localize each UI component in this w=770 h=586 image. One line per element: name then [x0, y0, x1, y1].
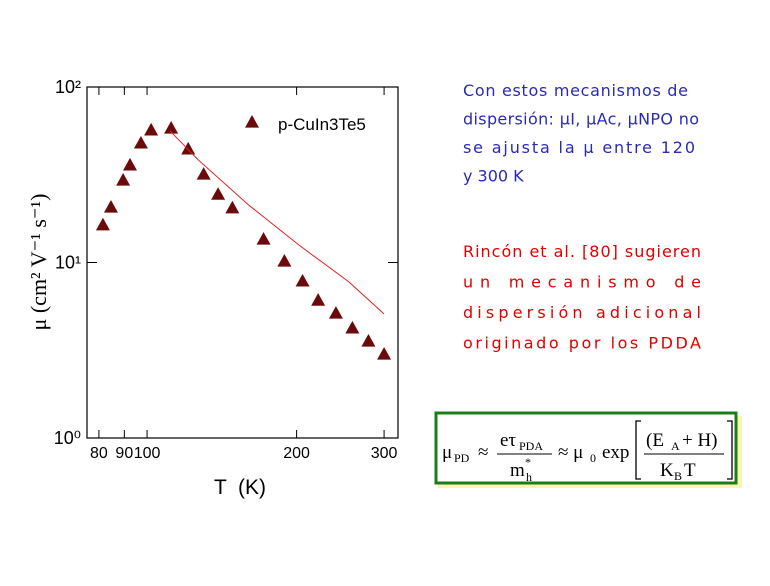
formula-text: μ [442, 442, 452, 463]
x-tick-label: 200 [283, 445, 310, 462]
data-point [95, 217, 110, 231]
formula-text: A [671, 439, 680, 453]
y-axis-label: μ (cm² V⁻¹ s⁻¹) [26, 194, 51, 331]
y-tick-label: 10² [55, 77, 81, 97]
x-tick-label: 300 [371, 445, 398, 462]
data-point [103, 200, 118, 213]
data-point [164, 120, 179, 134]
data-point [116, 173, 131, 186]
data-point [123, 157, 138, 171]
note-line: Rincón et al. [80] sugieren [463, 242, 701, 261]
x-tick-label: 90 [115, 445, 133, 462]
data-point [225, 200, 240, 214]
data-point [345, 320, 360, 334]
formula-text: ≈ [478, 442, 488, 463]
note-line: se ajusta la μ entre 120 [463, 138, 695, 157]
legend-label: p-CuIn3Te5 [278, 115, 366, 134]
formula-box [434, 411, 738, 485]
formula-text: T [684, 460, 696, 481]
y-tick-label: 10¹ [55, 253, 81, 273]
note-line: originado por los PDDA [463, 334, 701, 353]
legend-marker [245, 115, 259, 128]
data-point [361, 334, 376, 347]
formula-text: exp [602, 442, 629, 463]
data-point [256, 232, 271, 245]
formula-text: B [674, 469, 682, 483]
note-line: Con estos mecanismos de [463, 81, 688, 100]
formula-text: K [660, 460, 674, 481]
data-point [144, 122, 159, 136]
x-tick-label: 100 [134, 445, 161, 462]
formula-text: eτ [500, 430, 516, 451]
formula-text: m [510, 460, 525, 481]
x-axis-label: T (K) [214, 476, 266, 499]
data-point [311, 293, 326, 306]
note-line: y 300 K [463, 167, 524, 186]
formula-text: + H) [682, 430, 718, 451]
data-point [133, 135, 148, 149]
note-line: dispersión adicional [463, 303, 701, 322]
data-point [181, 141, 196, 155]
data-point [295, 273, 310, 287]
formula-text: PDA [519, 439, 543, 453]
note-line: un mecanismo de [463, 273, 701, 292]
formula: μ PD ≈ eτ PDA m * h ≈ μ 0 exp (E A + H) … [442, 420, 733, 484]
x-tick-label: 80 [90, 445, 108, 462]
plot-frame [86, 86, 399, 439]
data-point [277, 253, 292, 267]
data-point [211, 187, 226, 200]
formula-text: ≈ μ [558, 442, 583, 463]
data-point [196, 167, 211, 180]
brackets [635, 420, 733, 480]
data-point [328, 306, 343, 319]
formula-text: 0 [590, 451, 596, 465]
fit-line [169, 130, 385, 315]
formula-text: (E [646, 430, 664, 451]
data-point [377, 347, 392, 360]
formula-text: PD [454, 451, 470, 465]
y-tick-label: 10⁰ [54, 428, 81, 448]
formula-text: h [526, 470, 532, 484]
note-line: dispersión: μI, μAc, μNPO no [463, 110, 699, 129]
formula-text: * [525, 455, 531, 469]
